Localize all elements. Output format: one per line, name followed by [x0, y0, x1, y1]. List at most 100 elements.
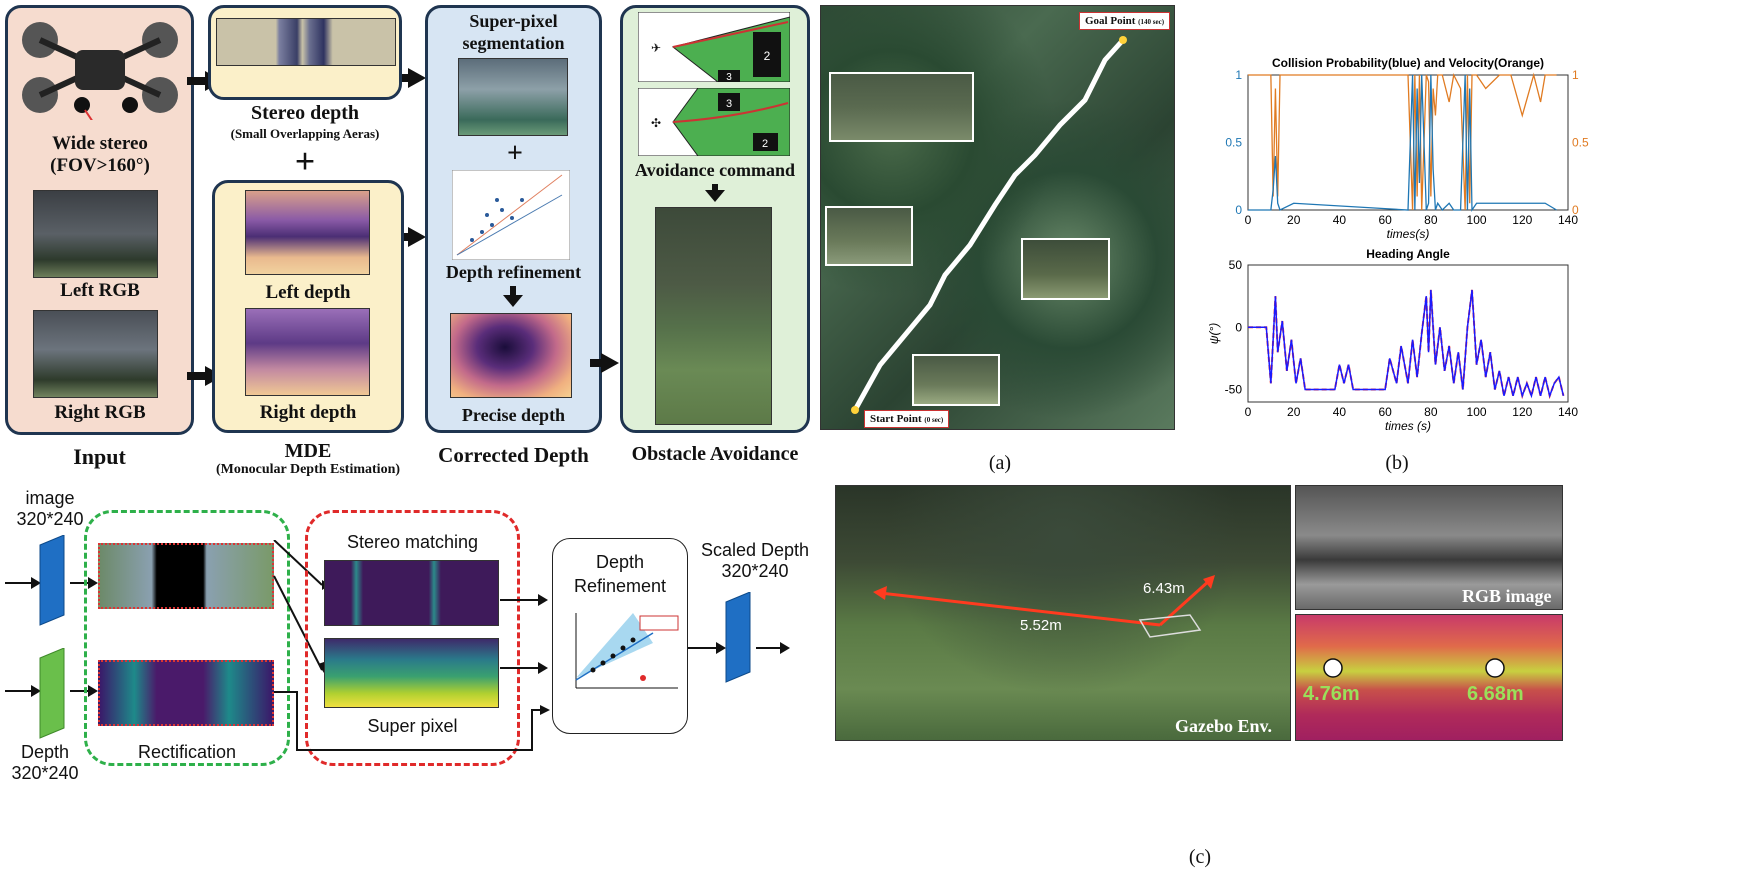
input-caption: Input: [73, 444, 126, 469]
chart-panel-b: Collision Probability(blue) and Velocity…: [1207, 56, 1589, 433]
chart1-x-tick: 120: [1512, 213, 1532, 227]
svg-text:✈: ✈: [651, 41, 661, 55]
chart1-series-line: [1248, 72, 1557, 211]
chart1-x-tick: 80: [1424, 213, 1438, 227]
scaled-depth-tensor-icon: [725, 592, 751, 683]
arrow-depth-rect: [70, 690, 90, 692]
arrow-depth-in: [5, 690, 33, 692]
chart1-x-tick: 20: [1287, 213, 1301, 227]
chart1-y-tick-right: 0: [1572, 203, 1579, 217]
chart2-x-tick: 80: [1424, 405, 1438, 419]
arrow-stereo-corrected: [402, 74, 412, 82]
caption-c: (c): [1188, 846, 1212, 868]
stereo-matching-label: Stereo matching: [346, 532, 479, 552]
chart2-x-tick: 0: [1245, 405, 1252, 419]
arrow-head: [538, 594, 548, 606]
super-pixel-label: Super pixel: [367, 716, 458, 736]
chart1-y-tick-left: 0: [1235, 203, 1242, 217]
plus-sign: +: [294, 141, 316, 181]
chart1-frame: [1247, 74, 1569, 211]
svg-text:5.52m: 5.52m: [1020, 617, 1062, 634]
inset-view-1: [829, 72, 974, 142]
inset-view-4: [912, 354, 1000, 406]
chart2-x-tick: 100: [1467, 405, 1487, 419]
right-rgb-photo: [33, 310, 158, 398]
arrow-corrected-avoidance: [590, 359, 604, 367]
arrow-head: [716, 642, 726, 654]
chart2-y-tick: -50: [1225, 383, 1243, 397]
stereo-depth-subtitle: (Small Overlapping Aeras): [230, 126, 380, 141]
chart2-heading-line: [1248, 289, 1565, 399]
gazebo-env-label: Gazebo Env.: [1175, 716, 1273, 736]
forest-view-image: [655, 207, 772, 425]
arrow-head: [408, 68, 426, 88]
right-depth-label: Right depth: [259, 402, 357, 423]
chart1-y-tick-right: 1: [1572, 68, 1579, 82]
left-rgb-label: Left RGB: [60, 280, 140, 301]
mde-caption-sub: (Monocular Depth Estimation): [215, 462, 401, 477]
avoidance-diagram-bottom: 3 2 ✣: [638, 88, 790, 156]
corrected-caption: Corrected Depth: [438, 443, 589, 467]
start-point-label: Start Point (0 sec): [864, 410, 950, 428]
arrow-super-refine: [500, 667, 540, 669]
svg-text:2: 2: [764, 49, 771, 63]
chart1-x-tick: 0: [1245, 213, 1252, 227]
depth-heatmap-overlay: 4.76m 6.68m: [1303, 658, 1524, 705]
depth-input-label: Depth 320*240: [11, 742, 79, 783]
chart2-x-tick: 140: [1558, 405, 1578, 419]
matching-group: [305, 510, 520, 766]
chart2-x-tick: 40: [1333, 405, 1347, 419]
arrow-head: [31, 685, 41, 697]
arrow-down-refine: [510, 286, 516, 296]
stereo-matching-image: [324, 560, 499, 626]
arrow-head: [31, 577, 41, 589]
svg-text:3: 3: [726, 72, 732, 82]
rgb-image-label: RGB image: [1462, 586, 1552, 606]
chart1-series-line: [1248, 74, 1557, 213]
corrected-plus: +: [507, 138, 523, 169]
right-rgb-label: Right RGB: [54, 402, 146, 423]
chart2-title: Heading Angle: [1366, 247, 1450, 261]
right-depth-image: [245, 308, 370, 396]
avoidance-command-label: Avoidance command: [634, 160, 796, 180]
arrow-refine-scaled: [688, 647, 718, 649]
arrow-scaled-out: [756, 647, 782, 649]
arrow-down-command: [712, 184, 718, 192]
inset-view-2: [825, 206, 913, 266]
svg-text:3: 3: [726, 98, 732, 110]
mde-caption: MDE: [284, 440, 332, 462]
depth-tensor-icon: [39, 648, 65, 739]
rgb-grayscale-image: [1295, 485, 1563, 610]
arrow-head: [88, 685, 98, 697]
caption-b: (b): [1385, 452, 1409, 474]
arrow-image-in: [5, 582, 33, 584]
precise-depth-image: [450, 313, 572, 398]
arrow-head: [88, 577, 98, 589]
rectification-group: [84, 510, 290, 766]
chart2-xlabel: times (s): [1385, 419, 1431, 433]
precise-depth-label: Precise depth: [461, 405, 566, 425]
chart2-y-tick: 0: [1235, 320, 1242, 334]
scaled-depth-label: Scaled Depth 320*240: [700, 540, 810, 581]
arrow-input-stereo: [187, 77, 207, 85]
arrow-image-rect: [70, 582, 90, 584]
svg-text:6.43m: 6.43m: [1143, 580, 1185, 597]
caption-a: (a): [988, 452, 1012, 474]
depth-heatmap-image: [1295, 614, 1563, 741]
superpixel-image: [458, 58, 568, 136]
chart1-x-tick: 100: [1467, 213, 1487, 227]
depth-regression-plot: [452, 170, 570, 260]
drone-illustration: [22, 22, 178, 120]
chart1-y-tick-right: 0.5: [1572, 136, 1589, 150]
chart1-x-tick: 40: [1333, 213, 1347, 227]
arrow-head: [780, 642, 790, 654]
refinement-regression-diagram: [575, 613, 679, 689]
super-pixel-image: [324, 638, 499, 708]
chart1-xlabel: times(s): [1387, 227, 1430, 241]
gazebo-measurement-overlay: 5.52m 6.43m: [873, 575, 1215, 638]
chart1-y-tick-left: 1: [1235, 68, 1242, 82]
rectified-depth-image: [98, 660, 274, 726]
chart1-y-tick-left: 0.5: [1225, 136, 1242, 150]
chart1-title: Collision Probability(blue) and Velocity…: [1272, 56, 1544, 70]
rectified-rgb-image: [98, 543, 274, 609]
